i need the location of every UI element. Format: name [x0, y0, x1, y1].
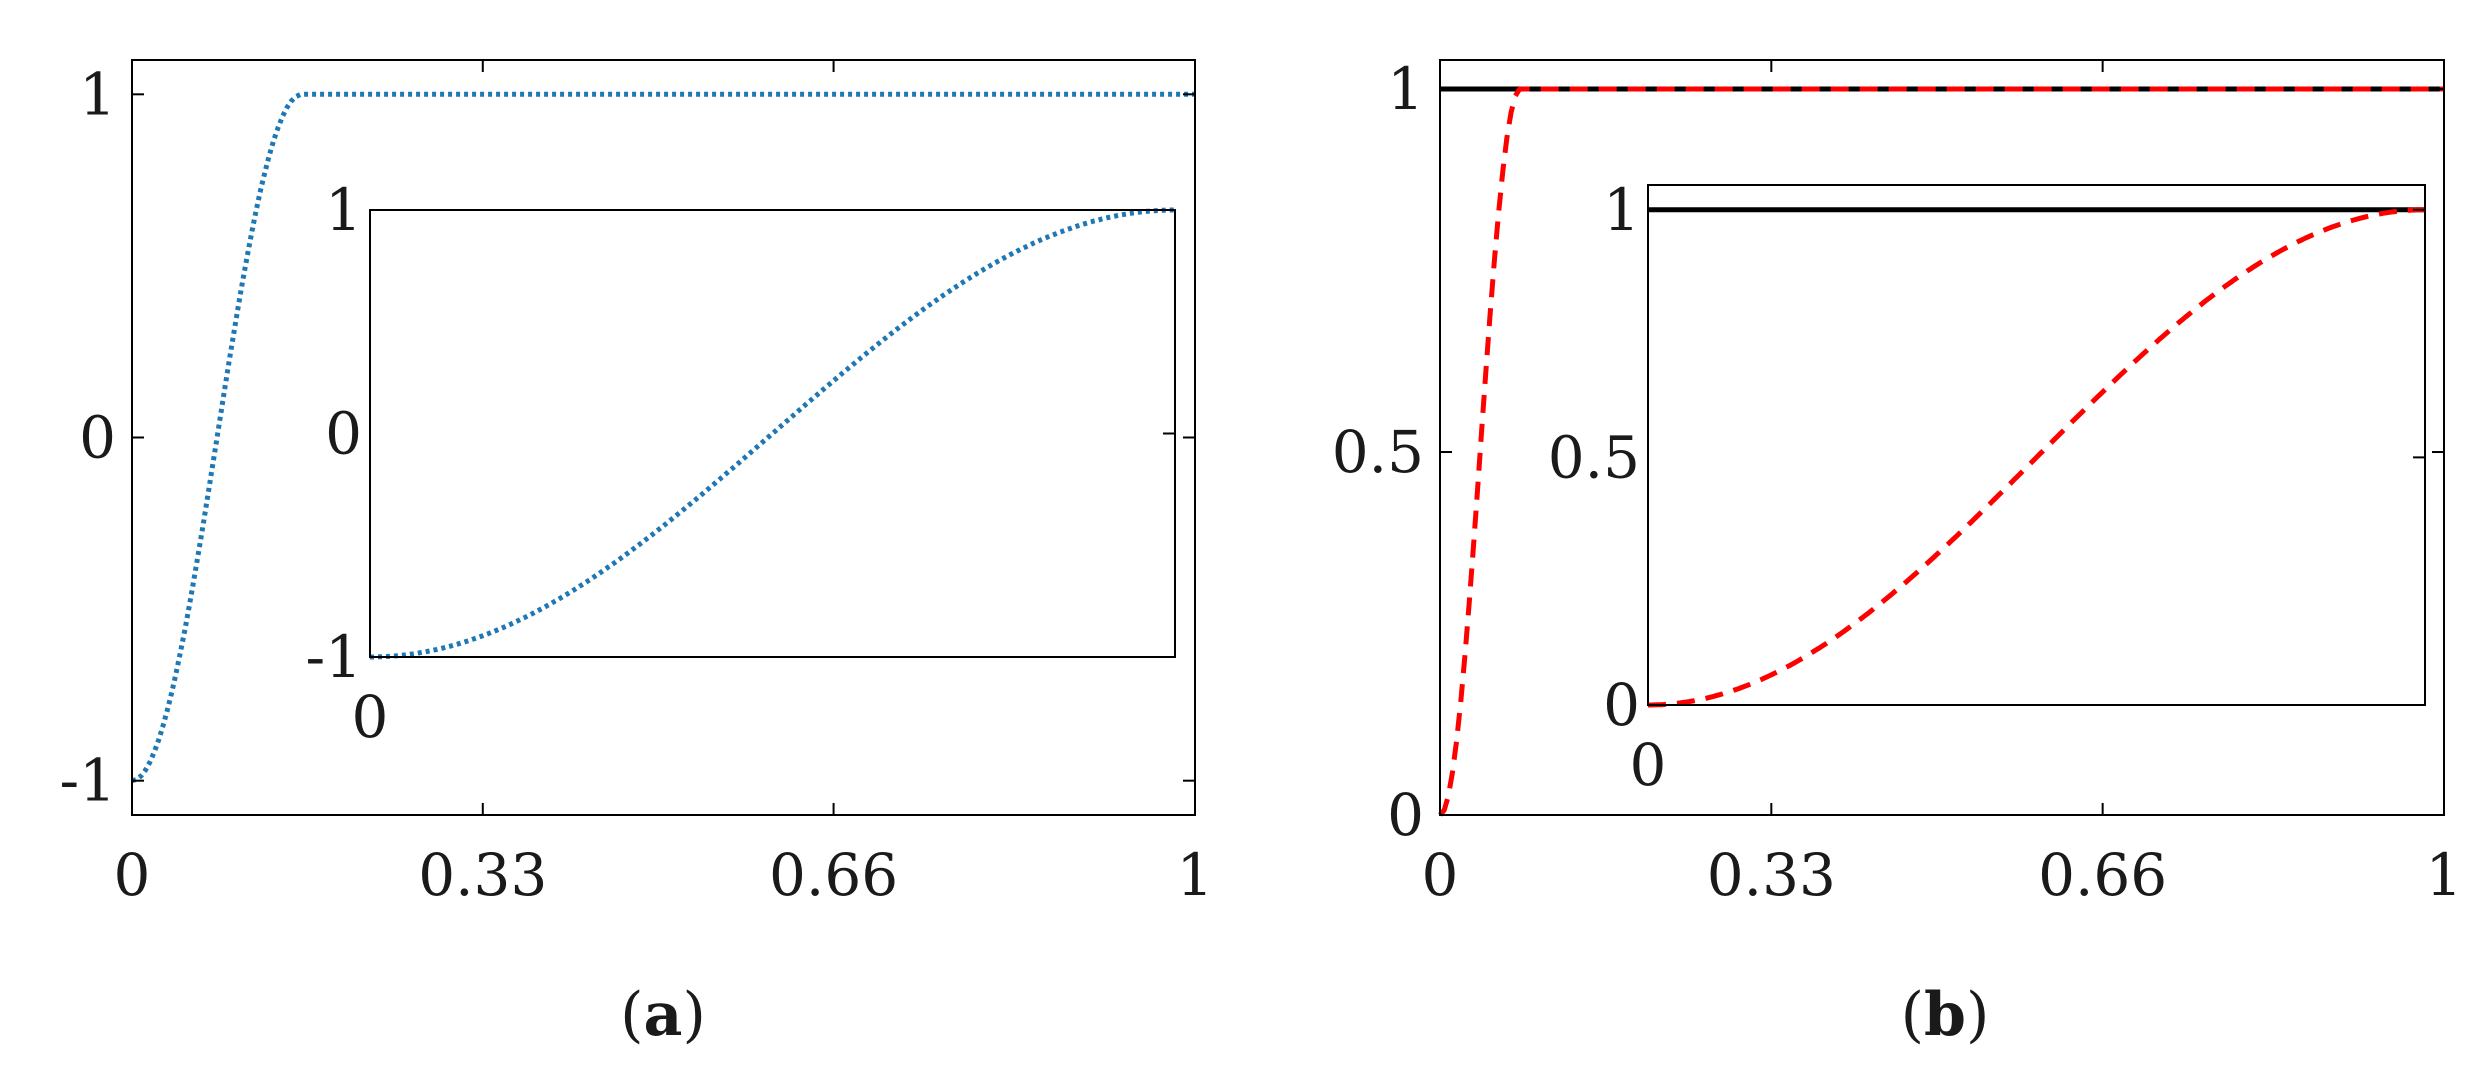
- inset-x-tick-label-b-0: 0: [1630, 731, 1667, 799]
- panel-label-letter-a: a: [644, 980, 683, 1050]
- inset-x-tick-label-a-0: 0: [352, 683, 389, 751]
- inset-series-line-a-1: [370, 207, 1175, 660]
- y-tick-label-a-0: -1: [60, 747, 117, 815]
- chart-b: 0 0.33 0.66 1 0 0.5 1 0 0.5 1 0 (b): [1332, 55, 2463, 1050]
- panel-label-b: (b): [1901, 980, 1990, 1050]
- series-line-b-2: [1438, 86, 2444, 817]
- x-tick-label-a-3: 1: [1177, 841, 1214, 909]
- y-tick-label-b-2: 1: [1387, 55, 1424, 123]
- series-line-a-1: [131, 91, 1195, 784]
- panel-label-paren-close-a: ): [682, 980, 705, 1050]
- x-tick-label-a-2: 0.66: [769, 841, 898, 909]
- inset-background-a: [370, 210, 1175, 657]
- panel-label-a: (a): [620, 980, 706, 1050]
- inset-series-line-b-2: [1648, 207, 2425, 708]
- x-tick-label-b-2: 0.66: [2038, 841, 2167, 909]
- panel-label-paren-close-b: ): [1966, 980, 1989, 1050]
- x-tick-label-b-1: 0.33: [1707, 841, 1836, 909]
- panel-label-letter-b: b: [1924, 980, 1966, 1050]
- inset-y-tick-label-a-2: 1: [325, 176, 362, 244]
- y-tick-label-a-2: 1: [79, 60, 116, 128]
- inset-y-tick-label-b-0: 0: [1603, 671, 1640, 739]
- y-tick-label-a-1: 0: [79, 404, 116, 472]
- inset-y-tick-label-b-1: 0.5: [1548, 423, 1640, 491]
- y-tick-label-b-1: 0.5: [1332, 418, 1424, 486]
- panel-label-paren-open-b: (: [1901, 980, 1924, 1050]
- panel-label-paren-open-a: (: [620, 980, 643, 1050]
- plot-frame-b: [1439, 59, 2445, 816]
- x-tick-label-a-0: 0: [114, 841, 151, 909]
- inset-frame-b: [1647, 184, 2426, 706]
- inset-y-tick-label-a-0: -1: [306, 623, 363, 691]
- y-tick-label-b-0: 0: [1387, 781, 1424, 849]
- inset-y-tick-label-b-2: 1: [1603, 176, 1640, 244]
- inset-background-b: [1648, 185, 2425, 705]
- x-tick-label-a-1: 0.33: [418, 841, 547, 909]
- inset-y-tick-label-a-1: 0: [325, 400, 362, 468]
- x-tick-label-b-3: 1: [2426, 841, 2463, 909]
- x-tick-label-b-0: 0: [1422, 841, 1459, 909]
